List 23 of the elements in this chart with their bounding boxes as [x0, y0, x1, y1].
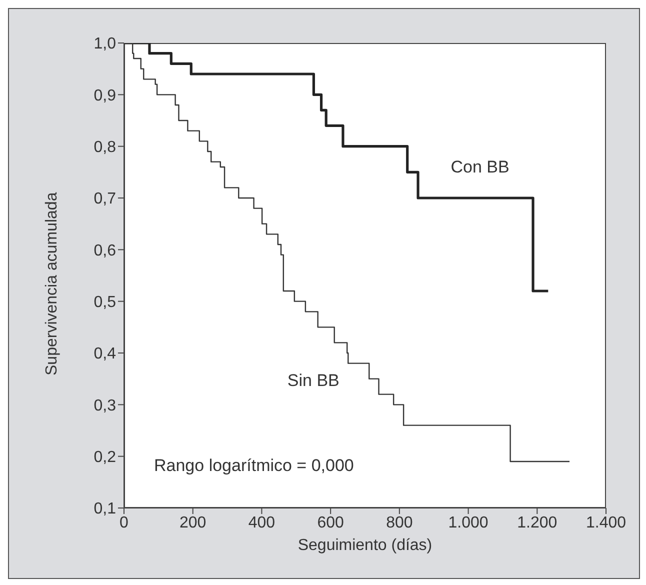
y-tick-label: 0,4	[94, 346, 116, 363]
x-tick-label: 200	[180, 514, 206, 532]
y-tick-label: 0,9	[94, 87, 116, 104]
series-label: Sin BB	[287, 370, 340, 390]
x-tick-label: 400	[248, 514, 276, 532]
x-axis-title: Seguimiento (días)	[298, 537, 432, 554]
x-tick-label: 600	[317, 514, 344, 532]
y-tick-label: 1,0	[94, 36, 116, 53]
y-axis-title: Supervivencia acumulada	[44, 192, 61, 376]
y-tick-label: 0,1	[94, 500, 116, 518]
y-tick-label: 0,5	[94, 294, 116, 312]
y-tick-label: 0,2	[94, 449, 116, 466]
x-tick-label: 1.000	[448, 514, 488, 532]
x-tick-label: 1.400	[586, 514, 626, 532]
x-tick-label: 1.200	[517, 514, 558, 532]
y-tick-label: 0,7	[94, 190, 116, 208]
y-tick-label: 0,6	[94, 242, 116, 260]
x-tick-label: 0	[120, 514, 129, 532]
x-tick-label: 800	[386, 514, 413, 532]
annotation: Rango logarítmico = 0,000	[154, 456, 354, 476]
series-label: Con BB	[450, 157, 510, 176]
y-tick-label: 0,3	[94, 397, 116, 414]
y-tick-label: 0,8	[94, 139, 116, 156]
